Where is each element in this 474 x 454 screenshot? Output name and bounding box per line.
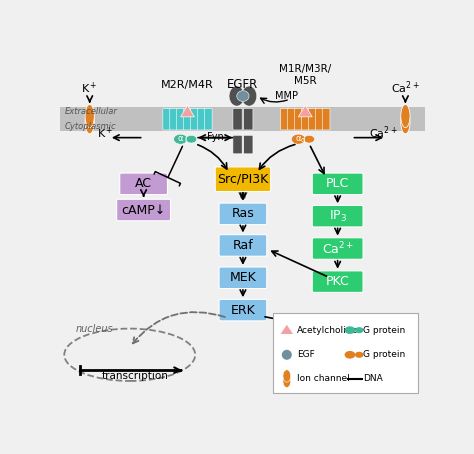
Text: cytosolic substrates: cytosolic substrates <box>282 317 386 327</box>
FancyBboxPatch shape <box>170 109 177 130</box>
Ellipse shape <box>355 352 364 358</box>
Text: α: α <box>296 134 301 143</box>
Ellipse shape <box>85 104 94 128</box>
Text: PKC: PKC <box>326 275 349 288</box>
FancyBboxPatch shape <box>219 267 267 289</box>
FancyBboxPatch shape <box>233 135 242 154</box>
FancyBboxPatch shape <box>281 109 288 130</box>
Ellipse shape <box>401 111 410 134</box>
Ellipse shape <box>186 135 197 143</box>
Ellipse shape <box>401 104 410 128</box>
FancyBboxPatch shape <box>312 238 363 259</box>
FancyBboxPatch shape <box>219 235 267 256</box>
FancyBboxPatch shape <box>198 109 205 130</box>
FancyBboxPatch shape <box>183 109 191 130</box>
Text: α: α <box>178 134 183 143</box>
Ellipse shape <box>304 135 315 143</box>
Ellipse shape <box>355 327 364 333</box>
Ellipse shape <box>283 370 291 382</box>
Polygon shape <box>181 105 194 117</box>
Text: Ras: Ras <box>232 207 254 220</box>
Text: i: i <box>184 137 186 143</box>
Ellipse shape <box>229 86 245 106</box>
FancyBboxPatch shape <box>191 109 198 130</box>
Text: M2R/M4R: M2R/M4R <box>161 80 214 90</box>
FancyBboxPatch shape <box>215 167 271 192</box>
FancyBboxPatch shape <box>244 135 253 154</box>
Ellipse shape <box>292 134 305 144</box>
Text: EGF: EGF <box>297 350 315 359</box>
Text: MMP: MMP <box>275 91 298 101</box>
FancyBboxPatch shape <box>294 109 302 130</box>
Text: Ca$^{2+}$: Ca$^{2+}$ <box>321 240 354 257</box>
Text: K$^+$: K$^+$ <box>97 125 114 141</box>
Bar <box>61 107 425 132</box>
FancyBboxPatch shape <box>301 109 309 130</box>
FancyBboxPatch shape <box>309 109 316 130</box>
FancyBboxPatch shape <box>204 109 212 130</box>
FancyBboxPatch shape <box>315 109 323 130</box>
Ellipse shape <box>241 86 257 106</box>
FancyBboxPatch shape <box>244 109 253 130</box>
Text: Ca$^{2+}$: Ca$^{2+}$ <box>391 80 420 96</box>
FancyBboxPatch shape <box>233 109 242 130</box>
Text: DNA: DNA <box>363 374 383 383</box>
Text: MEK: MEK <box>229 271 256 284</box>
Ellipse shape <box>85 111 94 134</box>
Text: Ca$^{2+}$: Ca$^{2+}$ <box>369 124 398 141</box>
Ellipse shape <box>237 91 249 101</box>
Text: M1R/M3R/
M5R: M1R/M3R/ M5R <box>279 64 331 86</box>
Text: Raf: Raf <box>233 239 253 252</box>
FancyBboxPatch shape <box>117 199 171 221</box>
Text: G protein: G protein <box>363 326 405 335</box>
Text: Fyn: Fyn <box>207 132 224 142</box>
Polygon shape <box>281 325 293 334</box>
Ellipse shape <box>282 350 292 360</box>
Text: PLC: PLC <box>326 178 349 190</box>
Ellipse shape <box>173 134 188 144</box>
Text: K$^+$: K$^+$ <box>82 81 98 96</box>
Text: transcription: transcription <box>102 371 169 381</box>
FancyBboxPatch shape <box>163 109 171 130</box>
FancyBboxPatch shape <box>312 271 363 292</box>
Polygon shape <box>298 105 312 117</box>
Text: Cytoplasmic: Cytoplasmic <box>64 123 116 131</box>
Text: ERK: ERK <box>230 304 255 316</box>
FancyBboxPatch shape <box>288 109 295 130</box>
FancyBboxPatch shape <box>219 203 267 225</box>
FancyBboxPatch shape <box>177 109 184 130</box>
Text: nucleus: nucleus <box>76 324 113 334</box>
Text: Acetylcholine: Acetylcholine <box>297 326 358 335</box>
Ellipse shape <box>345 351 356 359</box>
Text: EGFR: EGFR <box>228 79 258 91</box>
Text: G protein: G protein <box>363 350 405 359</box>
FancyBboxPatch shape <box>312 173 363 195</box>
Text: q: q <box>301 137 305 143</box>
Text: cAMP↓: cAMP↓ <box>121 203 166 217</box>
FancyBboxPatch shape <box>273 313 419 393</box>
FancyBboxPatch shape <box>120 173 167 195</box>
FancyBboxPatch shape <box>312 205 363 227</box>
Text: Src/PI3K: Src/PI3K <box>217 173 269 186</box>
Text: Ion channel: Ion channel <box>297 374 349 383</box>
FancyBboxPatch shape <box>219 299 267 321</box>
Ellipse shape <box>345 326 356 334</box>
Ellipse shape <box>283 375 291 388</box>
Text: Extracellular: Extracellular <box>64 107 117 116</box>
Text: IP$_3$: IP$_3$ <box>328 209 347 224</box>
Text: AC: AC <box>135 178 152 190</box>
FancyBboxPatch shape <box>322 109 330 130</box>
